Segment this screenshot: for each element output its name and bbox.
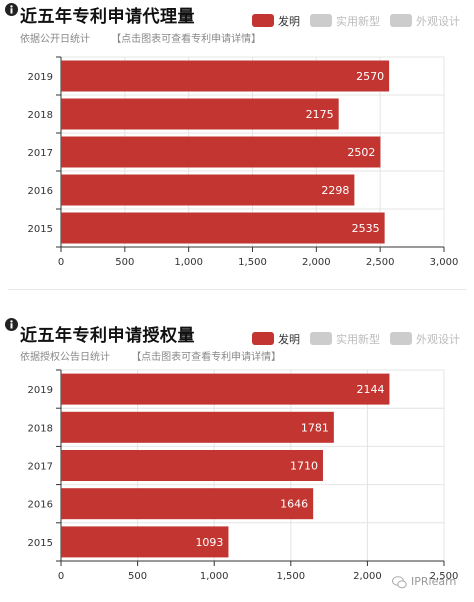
legend-label: 发明 — [278, 333, 300, 346]
x-tick-label: 1,500 — [238, 257, 267, 268]
bar — [61, 488, 314, 520]
x-tick-label: 2,500 — [366, 257, 395, 268]
bar-value-label: 1710 — [290, 460, 318, 473]
x-tick-label: 3,000 — [430, 257, 459, 268]
y-tick-label: 2015 — [28, 538, 53, 549]
wechat-icon — [392, 576, 407, 589]
watermark-text: IPRlearn — [411, 575, 457, 588]
legend-label: 外观设计 — [416, 15, 460, 28]
detail-hint-link[interactable]: 【点击图表可查看专利申请详情】 — [111, 34, 262, 45]
bar-value-label: 2144 — [356, 383, 384, 396]
info-icon[interactable] — [5, 318, 18, 331]
y-tick-label: 2017 — [28, 148, 53, 159]
x-tick-label: 0 — [58, 571, 64, 582]
x-tick-label: 500 — [128, 571, 147, 582]
divider — [8, 289, 466, 290]
bar-value-label: 1093 — [195, 536, 223, 549]
x-tick-label: 500 — [115, 257, 134, 268]
y-tick-label: 2018 — [28, 423, 53, 434]
legend-swatch — [252, 332, 274, 345]
legend: 发明 实用新型 外观设计 — [252, 12, 474, 32]
legend-item-utility-model[interactable]: 实用新型 — [310, 12, 390, 30]
y-tick-label: 2015 — [28, 224, 53, 235]
bar-value-label: 2570 — [356, 70, 384, 83]
watermark: IPRlearn — [392, 574, 472, 594]
chart-subtitle: 依据授权公告日统计 【点击图表可查看专利申请详情】 — [20, 348, 281, 363]
legend-swatch — [310, 14, 332, 27]
chart-title: 近五年专利申请代理量 — [20, 7, 195, 27]
legend-label: 外观设计 — [416, 333, 460, 346]
bar-value-label: 2535 — [352, 222, 380, 235]
bar-value-label: 2502 — [347, 146, 375, 159]
bar — [61, 136, 381, 168]
bar — [61, 411, 334, 443]
legend-swatch — [310, 332, 332, 345]
bar — [61, 174, 355, 206]
bar — [61, 450, 323, 481]
legend-swatch — [390, 14, 412, 27]
legend: 发明 实用新型 外观设计 — [252, 330, 474, 350]
legend-item-invention[interactable]: 发明 — [252, 12, 304, 30]
bar — [61, 212, 385, 244]
bar-value-label: 1781 — [301, 421, 329, 434]
x-tick-label: 1,000 — [200, 571, 229, 582]
y-tick-label: 2016 — [28, 186, 53, 197]
bar-value-label: 2175 — [306, 108, 334, 121]
subtitle-basis: 依据授权公告日统计 — [20, 352, 110, 363]
bar-value-label: 2298 — [321, 184, 349, 197]
y-tick-label: 2019 — [28, 72, 53, 83]
detail-hint-link[interactable]: 【点击图表可查看专利申请详情】 — [131, 352, 282, 363]
x-tick-label: 2,000 — [353, 571, 382, 582]
bar — [61, 373, 390, 405]
legend-label: 实用新型 — [336, 333, 380, 346]
legend-item-design[interactable]: 外观设计 — [390, 330, 472, 348]
chart-panel-granted: 近五年专利申请授权量 依据授权公告日统计 【点击图表可查看专利申请详情】 发明 … — [0, 308, 474, 602]
chart-subtitle: 依据公开日统计 【点击图表可查看专利申请详情】 — [20, 30, 261, 45]
x-tick-label: 0 — [58, 257, 64, 268]
legend-item-invention[interactable]: 发明 — [252, 330, 304, 348]
x-tick-label: 1,500 — [276, 571, 305, 582]
x-tick-label: 2,500 — [430, 571, 459, 582]
chart-panel-agency: 近五年专利申请代理量 依据公开日统计 【点击图表可查看专利申请详情】 发明 实用… — [0, 0, 474, 283]
legend-label: 实用新型 — [336, 15, 380, 28]
bar — [61, 60, 390, 92]
y-tick-label: 2017 — [28, 462, 53, 473]
legend-item-design[interactable]: 外观设计 — [390, 12, 472, 30]
subtitle-basis: 依据公开日统计 — [20, 34, 90, 45]
bar-value-label: 1646 — [280, 498, 308, 511]
bar — [61, 526, 229, 558]
legend-swatch — [252, 14, 274, 27]
x-tick-label: 2,000 — [302, 257, 331, 268]
bar — [61, 98, 339, 130]
bar-chart-agency[interactable]: 0 500 1,000 1,500 2,000 2,500 3,000 2019 2570 201… — [0, 0, 474, 283]
y-tick-label: 2016 — [28, 500, 53, 511]
info-icon[interactable] — [5, 3, 18, 16]
bar-chart-granted[interactable]: 0 500 1,000 1,500 2,000 2,500 2019 2144 2018 1781… — [0, 308, 474, 602]
legend-swatch — [390, 332, 412, 345]
x-tick-label: 1,000 — [174, 257, 203, 268]
legend-item-utility-model[interactable]: 实用新型 — [310, 330, 390, 348]
legend-label: 发明 — [278, 15, 300, 28]
y-tick-label: 2019 — [28, 385, 53, 396]
chart-title: 近五年专利申请授权量 — [20, 326, 195, 346]
y-tick-label: 2018 — [28, 110, 53, 121]
